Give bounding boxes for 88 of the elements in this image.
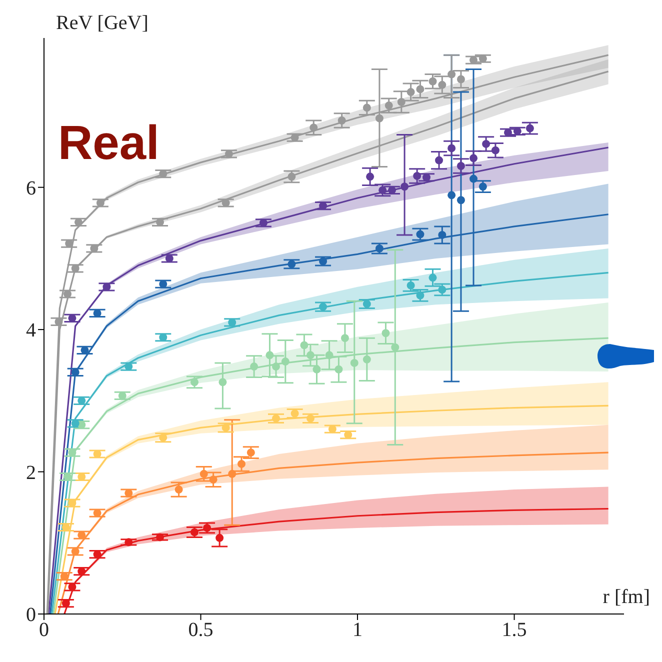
point [174, 486, 183, 494]
point [334, 365, 343, 374]
point [428, 77, 437, 86]
point [306, 351, 314, 360]
point [71, 547, 80, 556]
point [288, 172, 296, 181]
point [350, 358, 358, 367]
point [456, 196, 465, 204]
point [391, 343, 400, 352]
point [504, 128, 512, 137]
point [470, 154, 478, 162]
point [64, 290, 72, 298]
point [416, 230, 424, 238]
point [124, 538, 133, 546]
point [306, 414, 314, 422]
point [159, 333, 168, 342]
point [259, 218, 268, 227]
point [435, 156, 444, 164]
x-axis-title: r [fm] [602, 586, 650, 609]
x-tick-label: 1.5 [502, 619, 527, 642]
point [310, 124, 318, 132]
point [190, 528, 198, 536]
point [362, 355, 371, 364]
point [312, 365, 321, 374]
point [448, 70, 456, 78]
point [281, 358, 290, 366]
point [400, 182, 409, 191]
point [413, 172, 422, 180]
point [397, 98, 406, 106]
point [340, 334, 349, 342]
point [272, 362, 280, 371]
point [491, 146, 500, 154]
point [272, 414, 280, 422]
point [422, 173, 430, 182]
point [288, 260, 296, 268]
point [200, 470, 208, 478]
point [470, 174, 478, 183]
point [266, 351, 274, 360]
point [448, 144, 456, 152]
point [325, 351, 334, 360]
point [93, 450, 102, 458]
point [328, 425, 336, 434]
point [124, 489, 133, 498]
point [416, 85, 424, 94]
point [68, 499, 76, 508]
point [438, 230, 446, 239]
point [438, 80, 446, 89]
point [156, 533, 164, 542]
point [362, 300, 371, 308]
point [203, 524, 212, 532]
point [319, 302, 328, 311]
y-tick-label: 2 [26, 462, 36, 484]
point [102, 282, 111, 291]
point [250, 362, 258, 371]
y-tick-label: 0 [26, 604, 36, 626]
point [290, 409, 299, 418]
point [338, 116, 346, 124]
point [448, 191, 456, 200]
point [375, 114, 384, 122]
point [456, 75, 465, 84]
point [526, 124, 534, 132]
point [366, 172, 374, 181]
point [238, 460, 246, 468]
point [382, 329, 390, 338]
point [482, 140, 490, 148]
point [159, 434, 168, 442]
point [190, 378, 198, 386]
point [375, 244, 384, 252]
point [456, 162, 465, 170]
point [222, 424, 230, 432]
point [216, 534, 224, 542]
annotation: Real [58, 116, 160, 171]
point [228, 470, 236, 478]
x-tick-label: 0.5 [188, 619, 214, 642]
point [406, 88, 415, 96]
point [319, 257, 328, 266]
x-tick-label: 1 [352, 619, 363, 642]
point [209, 476, 218, 484]
point [384, 102, 393, 110]
point [78, 531, 86, 540]
y-axis-title: ReV [GeV] [56, 12, 148, 35]
point [428, 274, 437, 282]
point [478, 182, 487, 191]
y-tick-label: 4 [26, 320, 36, 342]
point [362, 104, 371, 112]
point [300, 341, 308, 350]
y-tick-label: 6 [26, 177, 36, 200]
point [218, 378, 227, 386]
